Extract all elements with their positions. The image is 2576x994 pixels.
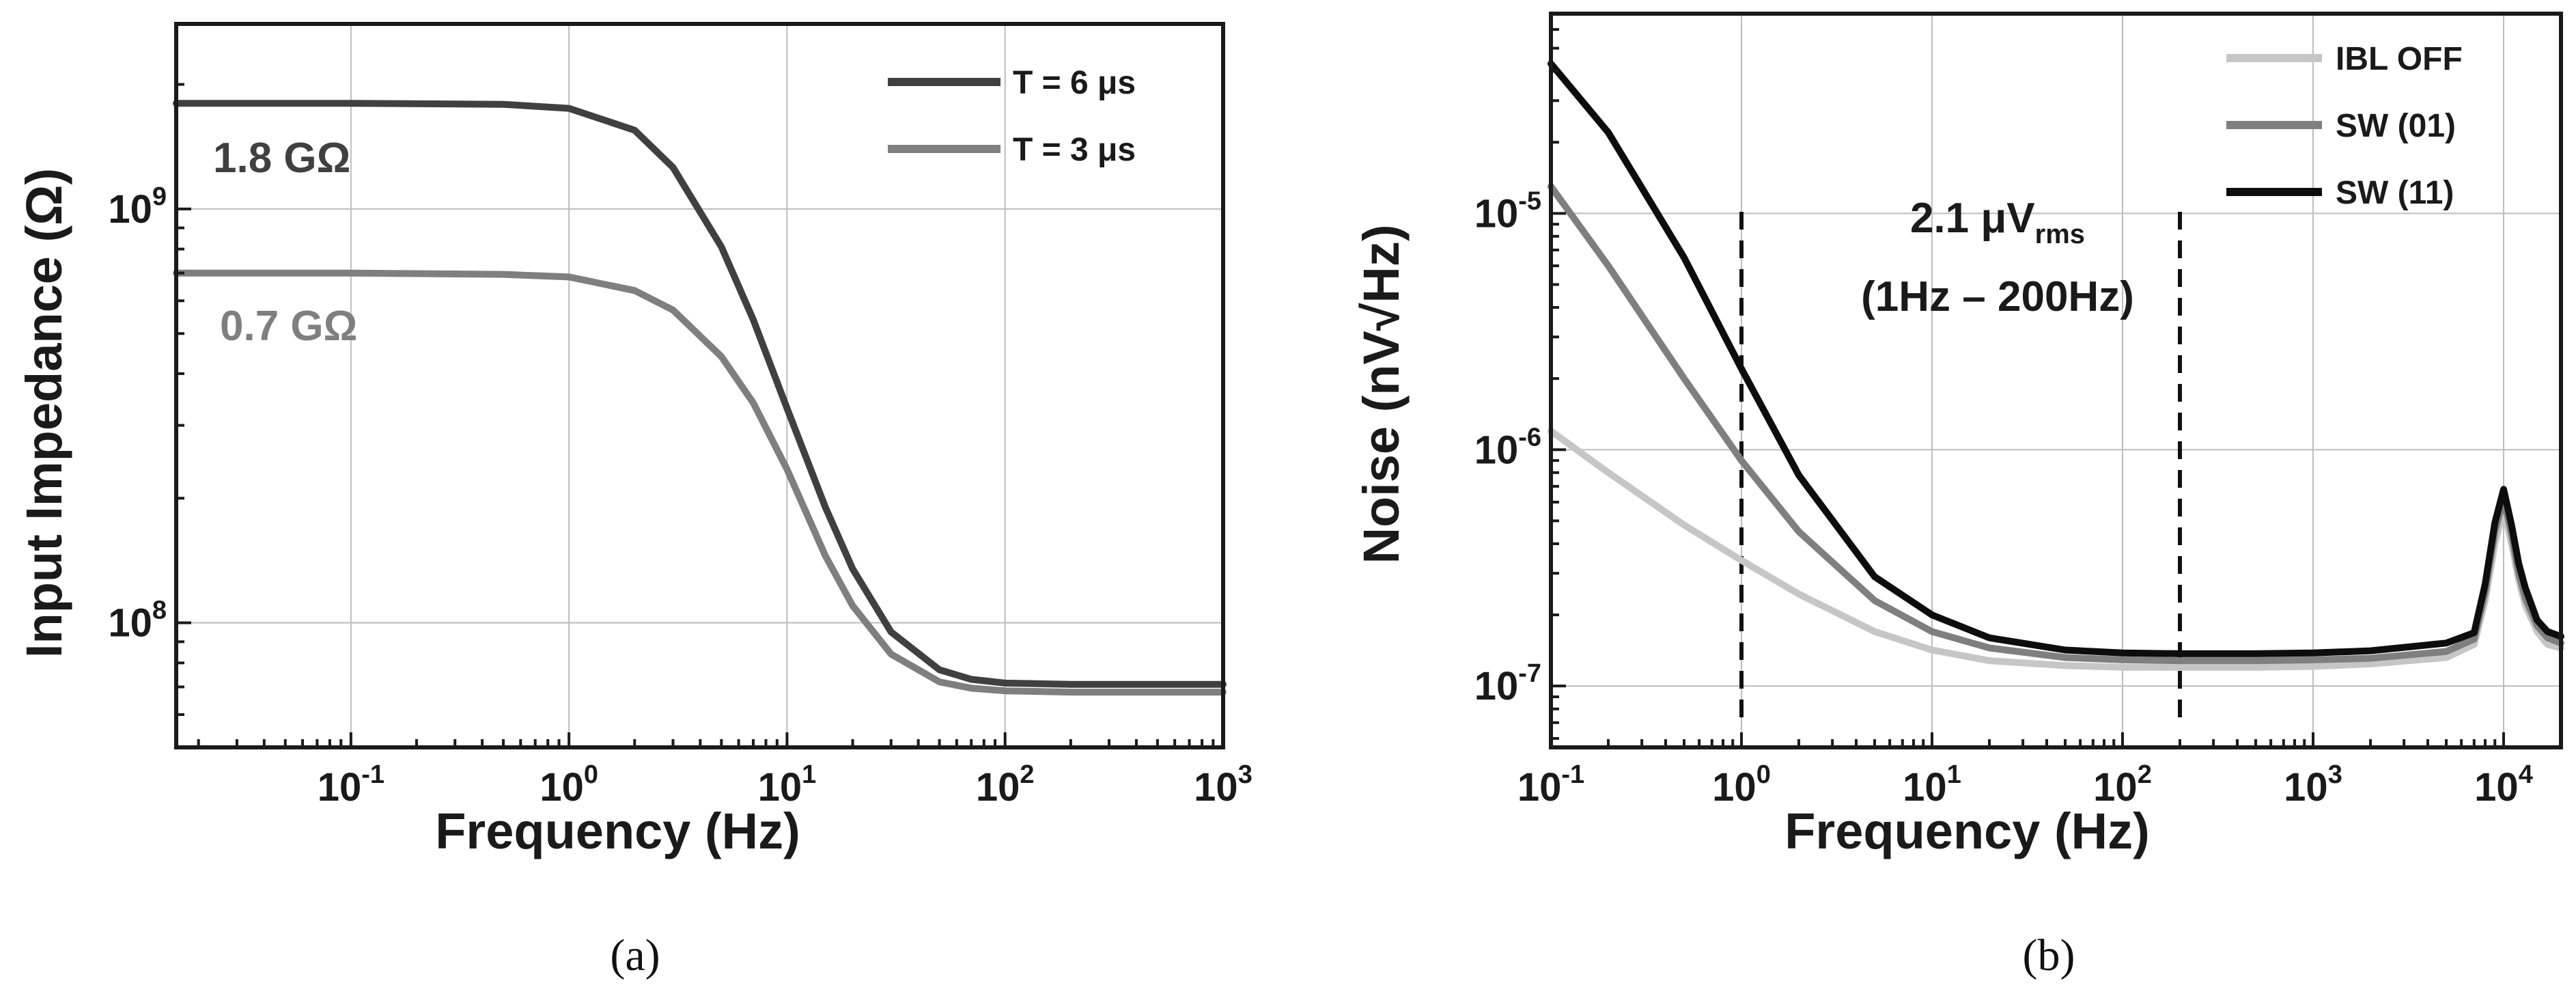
x-tick-label: 102 bbox=[2093, 760, 2152, 810]
series-line-1 bbox=[1548, 182, 2564, 665]
x-tick-exponent: 0 bbox=[584, 760, 598, 789]
y-tick-exponent: -6 bbox=[1518, 423, 1541, 452]
y-tick-label: 10-6 bbox=[1474, 423, 1541, 472]
x-tick-label: 103 bbox=[2284, 760, 2342, 810]
series-line-2 bbox=[1548, 60, 2564, 657]
legend-label-0: T = 6 μs bbox=[1013, 65, 1136, 101]
x-axis-label: Frequency (Hz) bbox=[1784, 803, 2150, 859]
y-tick-label: 10-7 bbox=[1474, 659, 1541, 708]
y-tick-exponent: 8 bbox=[152, 596, 167, 625]
x-tick-exponent: 2 bbox=[2138, 760, 2152, 789]
panel-caption: (a) bbox=[610, 930, 660, 980]
x-tick-exponent: 1 bbox=[802, 760, 816, 789]
y-tick-label: 10-5 bbox=[1474, 187, 1541, 236]
legend-label-1: SW (01) bbox=[2336, 108, 2456, 144]
noise-band-annotation: (1Hz – 200Hz) bbox=[1861, 273, 2134, 320]
x-tick-base: 10 bbox=[758, 765, 802, 810]
y-tick-label: 109 bbox=[108, 182, 167, 232]
x-tick-label: 100 bbox=[1712, 760, 1771, 810]
x-tick-exponent: 0 bbox=[1756, 760, 1771, 789]
x-tick-label: 10-1 bbox=[1517, 760, 1584, 810]
x-tick-base: 10 bbox=[540, 765, 584, 810]
x-tick-base: 10 bbox=[2474, 765, 2519, 810]
x-axis-label: Frequency (Hz) bbox=[435, 803, 800, 859]
legend-label-0: IBL OFF bbox=[2336, 41, 2463, 77]
x-tick-label: 104 bbox=[2474, 760, 2533, 810]
y-tick-exponent: -7 bbox=[1518, 659, 1541, 688]
x-tick-label: 102 bbox=[976, 760, 1035, 810]
series-line-1 bbox=[173, 269, 1227, 696]
x-tick-base: 10 bbox=[976, 765, 1020, 810]
noise-rms-annotation: 2.1 μVrms bbox=[1910, 195, 2085, 249]
noise-rms-value: 2.1 μV bbox=[1910, 195, 2035, 242]
panel-caption: (b) bbox=[2023, 930, 2075, 980]
y-tick-exponent: 9 bbox=[152, 182, 167, 211]
y-tick-base: 10 bbox=[108, 187, 152, 232]
x-tick-base: 10 bbox=[1903, 765, 1947, 810]
x-tick-label: 100 bbox=[540, 760, 598, 810]
x-tick-label: 103 bbox=[1194, 760, 1252, 810]
x-tick-base: 10 bbox=[318, 765, 362, 810]
x-tick-base: 10 bbox=[2284, 765, 2328, 810]
x-tick-base: 10 bbox=[1517, 765, 1562, 810]
x-tick-label: 101 bbox=[758, 760, 817, 810]
impedance-annotation-0: 1.8 GΩ bbox=[213, 135, 350, 182]
x-tick-label: 10-1 bbox=[318, 760, 384, 810]
x-tick-exponent: 3 bbox=[2328, 760, 2342, 789]
legend-label-1: T = 3 μs bbox=[1013, 132, 1136, 168]
y-tick-base: 10 bbox=[1474, 191, 1519, 236]
plot-frame bbox=[1549, 12, 2563, 749]
series-line-0 bbox=[1548, 427, 2564, 671]
y-tick-label: 108 bbox=[108, 596, 167, 646]
x-tick-exponent: 1 bbox=[1947, 760, 1961, 789]
y-axis-label: Noise (nV√Hz) bbox=[1353, 225, 1410, 564]
x-tick-exponent: 4 bbox=[2519, 760, 2533, 789]
legend-label-2: SW (11) bbox=[2336, 175, 2454, 211]
x-tick-label: 101 bbox=[1903, 760, 1961, 810]
x-tick-base: 10 bbox=[1712, 765, 1756, 810]
y-tick-exponent: -5 bbox=[1518, 187, 1541, 215]
y-axis-label: Input Impedance (Ω) bbox=[16, 168, 72, 658]
x-tick-exponent: -1 bbox=[361, 760, 384, 789]
y-tick-base: 10 bbox=[1474, 664, 1519, 708]
x-tick-exponent: -1 bbox=[1561, 760, 1584, 789]
x-tick-exponent: 2 bbox=[1020, 760, 1034, 789]
x-tick-base: 10 bbox=[1194, 765, 1238, 810]
series-line-0 bbox=[173, 100, 1227, 688]
x-tick-base: 10 bbox=[2093, 765, 2138, 810]
x-tick-exponent: 3 bbox=[1238, 760, 1252, 789]
impedance-annotation-1: 0.7 GΩ bbox=[220, 303, 357, 350]
y-tick-base: 10 bbox=[1474, 428, 1519, 472]
y-tick-base: 10 bbox=[108, 601, 152, 646]
noise-rms-subscript: rms bbox=[2035, 219, 2085, 249]
